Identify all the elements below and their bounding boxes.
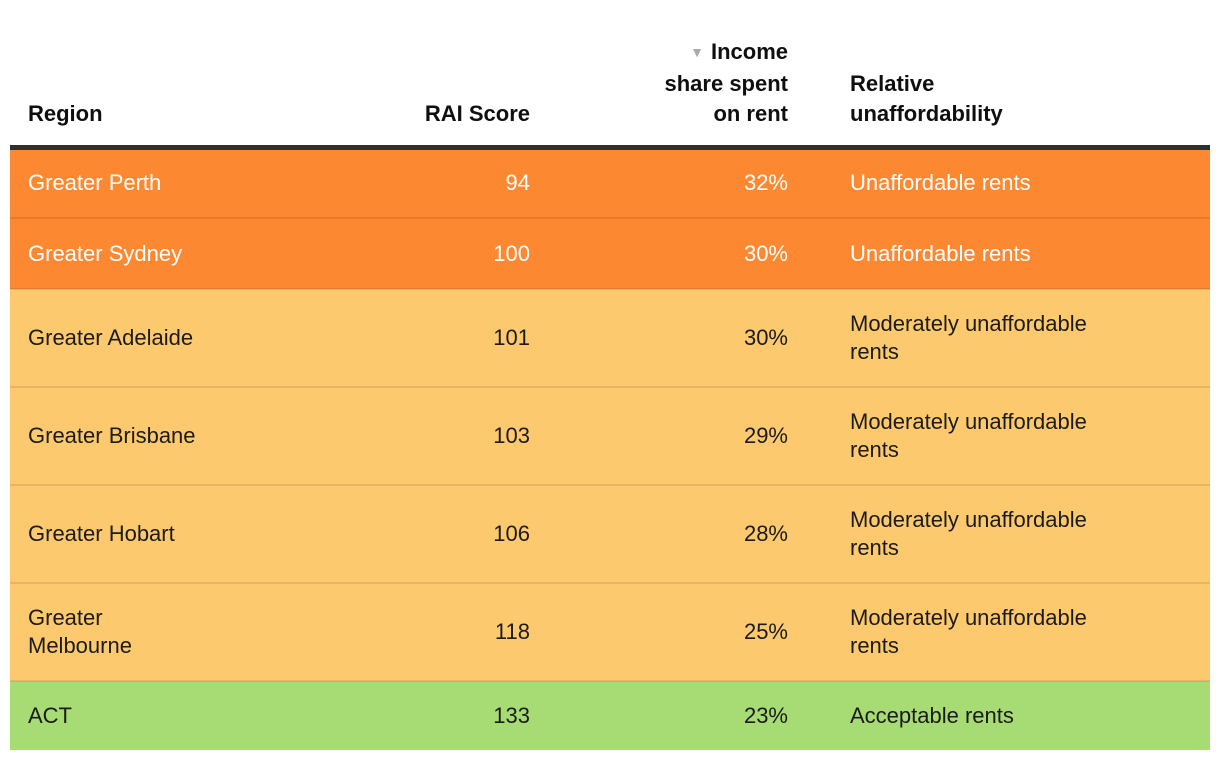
table-body: Greater Perth 94 32% Unaffordable rents … <box>10 147 1210 750</box>
column-header-income-line3: on rent <box>713 100 788 126</box>
region-cell: Greater Sydney <box>10 217 370 289</box>
table-row: Greater Perth 94 32% Unaffordable rents <box>10 147 1210 218</box>
rai-score-cell: 101 <box>370 288 540 387</box>
rai-score-cell: 94 <box>505 170 530 196</box>
column-header-rai-score-label: RAI Score <box>424 100 530 126</box>
relative-unaffordability-cell: Acceptable rents <box>800 680 1210 750</box>
table-row: ACT 133 23% Acceptable rents <box>10 680 1210 750</box>
column-header-relative-line1: Relative <box>850 70 935 96</box>
relative-unaffordability-cell: Moderately unaffordable rents <box>800 582 1210 681</box>
region-cell: ACT <box>10 680 370 750</box>
table-row: Greater Hobart 106 28% Moderately unaffo… <box>10 484 1210 583</box>
income-share-cell: 30% <box>540 217 800 289</box>
income-share-cell: 32% <box>743 170 788 196</box>
column-header-relative-line2: unaffordability <box>850 100 1003 126</box>
table-row: Greater Brisbane 103 29% Moderately unaf… <box>10 386 1210 485</box>
region-cell: Greater Melbourne <box>10 582 370 681</box>
region-cell: Greater Brisbane <box>10 386 370 485</box>
column-header-rai-score[interactable]: RAI Score <box>370 0 540 147</box>
relative-unaffordability-cell: Unaffordable rents <box>800 217 1210 289</box>
rent-affordability-table: Region RAI Score ▼ Income share spent on … <box>10 0 1210 750</box>
relative-unaffordability-cell: Moderately unaffordable rents <box>800 288 1210 387</box>
region-cell: Greater Perth <box>28 170 162 196</box>
column-header-region[interactable]: Region <box>10 0 370 147</box>
column-header-region-label: Region <box>28 100 103 126</box>
rai-score-cell: 118 <box>370 582 540 681</box>
column-header-income-line1: ▼ Income <box>690 38 788 64</box>
rai-score-cell: 100 <box>370 217 540 289</box>
rai-score-cell: 103 <box>370 386 540 485</box>
table-row: Greater Adelaide 101 30% Moderately unaf… <box>10 288 1210 387</box>
rai-score-cell: 133 <box>370 680 540 750</box>
column-header-relative-unaffordability[interactable]: Relative unaffordability <box>800 0 1210 147</box>
table-header-row: Region RAI Score ▼ Income share spent on … <box>10 0 1210 147</box>
region-cell: Greater Adelaide <box>10 288 370 387</box>
table-row: Greater Melbourne 118 25% Moderately una… <box>10 582 1210 681</box>
relative-unaffordability-cell: Moderately unaffordable rents <box>800 484 1210 583</box>
sort-descending-icon: ▼ <box>690 43 704 60</box>
income-share-cell: 28% <box>540 484 800 583</box>
region-cell: Greater Hobart <box>10 484 370 583</box>
column-header-income-share[interactable]: ▼ Income share spent on rent <box>540 0 800 147</box>
column-header-income-line2: share spent <box>664 70 789 96</box>
income-share-cell: 29% <box>540 386 800 485</box>
income-share-cell: 23% <box>540 680 800 750</box>
income-share-cell: 30% <box>540 288 800 387</box>
rai-score-cell: 106 <box>370 484 540 583</box>
relative-unaffordability-cell: Unaffordable rents <box>850 170 1031 196</box>
table-row: Greater Sydney 100 30% Unaffordable rent… <box>10 217 1210 289</box>
income-share-cell: 25% <box>540 582 800 681</box>
relative-unaffordability-cell: Moderately unaffordable rents <box>800 386 1210 485</box>
